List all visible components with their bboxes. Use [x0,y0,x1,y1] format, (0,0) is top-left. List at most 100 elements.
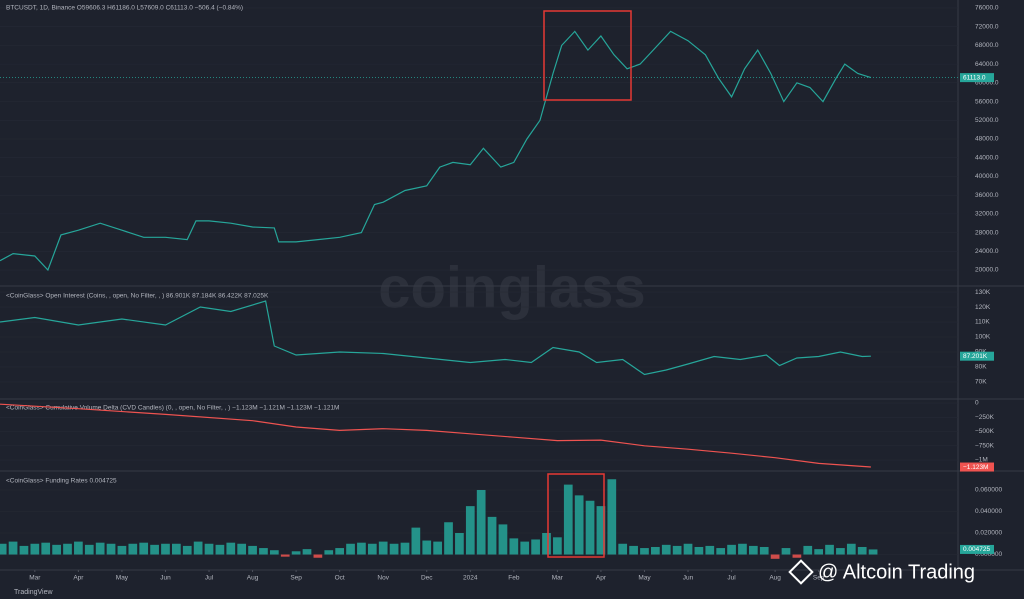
bar [30,543,40,555]
y-tick-label: −250K [975,414,995,421]
bar [335,548,345,555]
bar [509,538,519,555]
last-value-tag [960,462,994,472]
bar [770,554,780,559]
bar [172,543,181,555]
y-tick-label: 0.060000 [975,487,1002,494]
bar [727,544,736,555]
bar [291,551,301,555]
bar [672,545,682,555]
x-tick-label: Jul [205,575,214,582]
x-tick-label: Nov [377,575,389,582]
y-tick-label: 24000.0 [975,248,999,255]
y-tick-label: 28000.0 [975,229,999,236]
bar [694,546,704,555]
bar [204,543,214,555]
bar [585,500,595,555]
bar [193,541,203,555]
y-tick-label: 32000.0 [975,211,999,218]
bar [433,541,442,555]
x-tick-label: Jul [727,575,736,582]
bar [52,544,61,555]
x-tick-label: Aug [769,575,781,582]
bar [759,546,769,555]
bar [498,524,508,555]
bar [41,542,51,555]
y-tick-label: 40000.0 [975,173,999,180]
bar [324,550,334,555]
x-tick-label: May [116,575,129,582]
watermark: coinglass [378,255,646,320]
bar [226,542,236,555]
bar [476,489,486,555]
series-line [0,300,871,376]
bar [814,549,824,555]
bar [237,543,247,555]
bar [651,546,660,555]
y-tick-label: 44000.0 [975,154,999,161]
y-tick-label: 20000.0 [975,267,999,274]
bar [302,549,312,555]
last-value-label: 87.201K [963,353,988,360]
bar [161,543,170,555]
y-tick-label: −1M [975,457,988,464]
y-tick-label: 64000.0 [975,61,999,68]
bar [411,527,421,555]
x-tick-label: Dec [421,575,433,582]
bar [444,522,453,555]
y-tick-label: 0 [975,400,979,407]
bar [596,506,606,555]
bar [8,541,18,555]
y-tick-label: 52000.0 [975,117,999,124]
y-tick-label: 120K [975,304,991,311]
x-tick-label: Mar [29,575,41,582]
last-value-tag [960,73,994,83]
x-tick-label: Jun [160,575,171,582]
bar [74,541,83,555]
bar [346,543,355,555]
bar [487,516,497,555]
last-value-label: −1.123M [963,464,988,471]
bar [19,545,29,555]
bar [400,542,410,555]
y-tick-label: 56000.0 [975,98,999,105]
bar [542,533,551,555]
x-tick-label: Feb [508,575,520,582]
bar [520,541,530,555]
y-tick-label: 76000.0 [975,5,999,12]
series-line [0,30,872,272]
y-tick-label: 36000.0 [975,192,999,199]
x-tick-label: Mar [552,575,564,582]
y-tick-label: 72000.0 [975,23,999,30]
y-tick-label: 100K [975,334,991,341]
bar [607,479,617,555]
bar [825,544,834,555]
y-tick-label: 0.000000 [975,551,1002,558]
bar [661,544,671,555]
last-value-label: 0.004725 [963,546,990,553]
bar [748,545,758,555]
bar [269,550,279,555]
bar [378,541,388,555]
bar [106,543,116,555]
bar [640,548,649,555]
bar [455,533,464,555]
y-tick-label: −750K [975,442,995,449]
x-tick-label: Jun [683,575,694,582]
bar [84,544,94,555]
y-tick-label: 70K [975,379,987,386]
bar [716,548,726,555]
bar [313,554,323,558]
x-tick-label: Aug [247,575,259,582]
y-tick-label: 80K [975,364,987,371]
bar [389,543,399,555]
bar [280,554,290,557]
x-tick-label: Sep [813,575,825,582]
bar [248,545,257,555]
brand: TradingView [14,589,53,596]
last-value-label: 61113.0 [963,74,986,81]
bar [117,545,127,555]
bar [128,543,138,555]
